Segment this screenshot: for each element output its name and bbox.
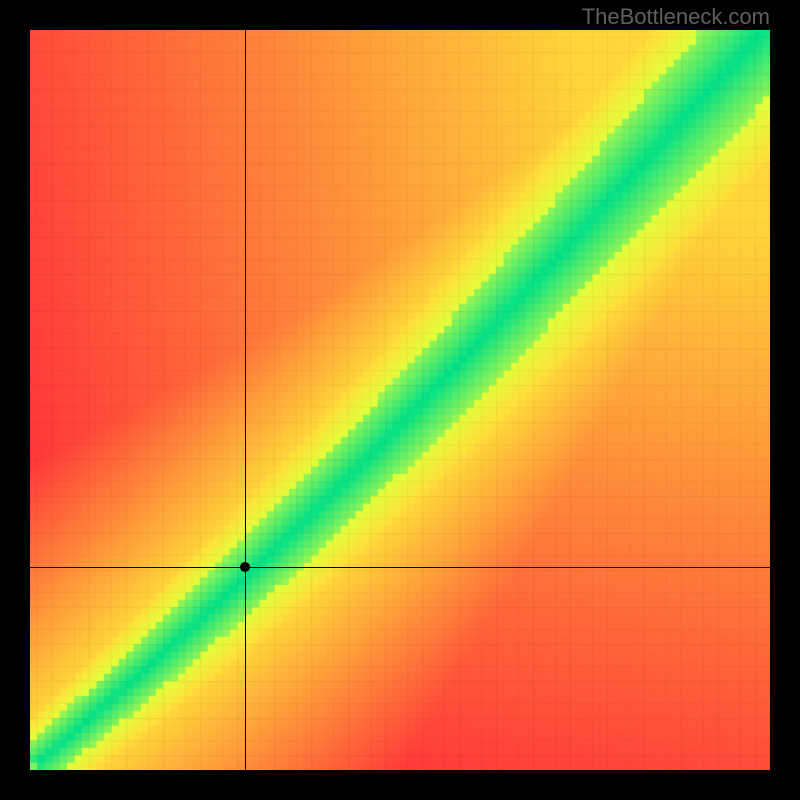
plot-area (30, 30, 770, 770)
heatmap-canvas (30, 30, 770, 770)
crosshair-vertical (245, 30, 246, 770)
watermark-text: TheBottleneck.com (582, 4, 770, 30)
data-point-marker (240, 562, 250, 572)
crosshair-horizontal (30, 567, 770, 568)
